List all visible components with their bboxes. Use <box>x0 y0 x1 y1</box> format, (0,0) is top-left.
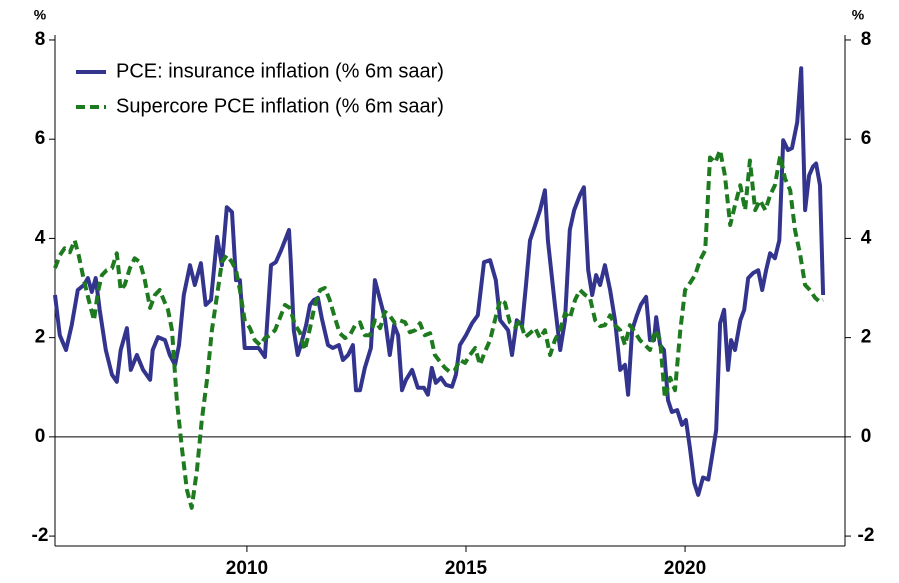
y-tick-label: 0 <box>35 426 46 447</box>
y-tick-label: -2 <box>32 525 49 546</box>
y-tick-label: 2 <box>35 327 46 348</box>
legend-label: PCE: insurance inflation (% 6m saar) <box>116 60 444 82</box>
series-line <box>53 66 826 497</box>
y-tick-label: 8 <box>35 29 46 50</box>
x-tick-label: 2010 <box>226 558 268 579</box>
series-line <box>53 148 825 510</box>
y-axis-label: % <box>34 7 47 23</box>
y2-tick-label: 0 <box>861 426 872 447</box>
y2-tick-label: 2 <box>861 327 872 348</box>
legend-label: Supercore PCE inflation (% 6m saar) <box>116 95 444 117</box>
y2-tick-label: 4 <box>861 227 872 248</box>
y2-axis-label: % <box>852 7 865 23</box>
y2-tick-label: 6 <box>861 128 872 149</box>
y2-tick-label: 8 <box>861 29 872 50</box>
y2-tick-label: -2 <box>858 525 875 546</box>
x-tick-label: 2015 <box>445 558 488 579</box>
x-tick-label: 2020 <box>664 558 706 579</box>
y-tick-label: 4 <box>35 227 46 248</box>
y-tick-label: 6 <box>35 128 46 149</box>
